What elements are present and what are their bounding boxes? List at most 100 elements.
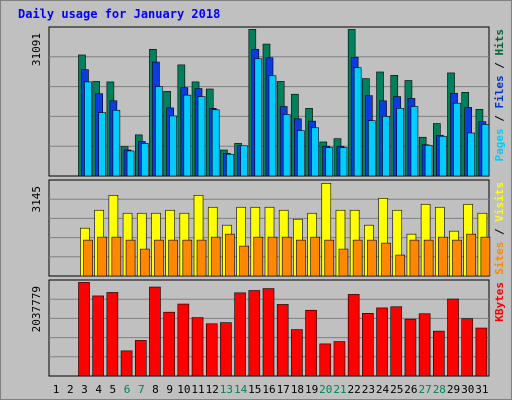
x-tick-label: 6 [124,383,131,396]
bar-sites-day-20 [324,239,335,277]
x-tick-label: 13 [220,383,233,396]
bar-kbytes-day-28 [433,330,445,377]
bar-pages-day-7 [140,143,149,177]
bar-pages-day-5 [112,109,121,177]
bar-sites-day-4 [97,236,107,277]
panel-bottom-max-label: 2037779 [30,286,43,332]
bar-kbytes-day-15 [248,290,261,377]
x-tick-label: 19 [305,383,318,396]
x-tick-label: 15 [248,383,261,396]
bar-kbytes-day-17 [276,304,289,377]
bar-sites-day-5 [111,236,122,277]
x-tick-label: 29 [447,383,460,396]
bar-pages-day-6 [126,150,135,177]
bar-sites-day-29 [452,239,462,277]
bar-sites-day-17 [281,236,292,277]
bar-pages-day-28 [439,135,447,177]
x-tick-label: 24 [376,383,390,396]
bar-sites-day-7 [139,248,150,277]
bar-pages-day-8 [155,86,163,177]
bar-kbytes-day-7 [134,340,147,377]
x-axis-labels: 1 2 3 4 5 6 7 8 9 10 11 12 13 14 15 16 17 18 19 20 21 22 23 24 2… [53,383,489,396]
panel-top: 31091 Pages / Files / Hits [30,26,506,177]
panel-middle: 3145 Sites / Visits [30,179,506,277]
bar-pages-day-16 [268,75,277,177]
chart-title: Daily usage for January 2018 [18,7,220,21]
bar-kbytes-day-23 [362,313,374,377]
bar-kbytes-day-8 [149,286,161,377]
bar-pages-day-11 [197,96,206,177]
bar-pages-day-14 [240,145,248,177]
panel-bottom: 2037779 KBytes [30,279,506,377]
bar-kbytes-day-3 [78,282,90,377]
bar-kbytes-day-25 [390,306,403,377]
bar-sites-day-13 [225,233,235,277]
legend-sites: Sites [493,242,506,275]
bar-sites-day-19 [310,236,320,277]
x-tick-label: 27 [419,383,432,396]
bar-kbytes-day-14 [234,292,246,377]
bar-sites-day-9 [168,239,178,277]
x-tick-label: 8 [152,383,159,396]
bar-kbytes-day-27 [418,313,431,377]
legend-files: Files [493,75,506,108]
panel-middle-legend: Sites / Visits [493,182,506,275]
legend-kbytes: KBytes [493,282,506,322]
bar-pages-day-21 [339,147,348,177]
bar-pages-day-9 [169,115,177,177]
bar-kbytes-day-6 [120,350,133,377]
bar-sites-day-24 [381,242,391,277]
x-tick-label: 3 [81,383,88,396]
bar-sites-day-15 [253,236,264,277]
bar-sites-day-23 [367,239,377,277]
bar-kbytes-day-22 [347,294,360,377]
bar-pages-day-30 [467,132,476,177]
bar-kbytes-day-31 [475,327,488,377]
x-tick-label: 5 [110,383,117,396]
bar-kbytes-day-20 [319,343,332,377]
x-tick-label: 12 [206,383,219,396]
bar-sites-day-27 [423,239,434,277]
bar-pages-day-17 [282,114,291,177]
panel-bottom-legend: KBytes [493,282,506,322]
bar-sites-day-14 [239,245,249,277]
bar-sites-day-12 [210,236,221,277]
bar-sites-day-22 [352,239,363,277]
bar-pages-day-3 [84,81,92,177]
bar-sites-day-30 [466,233,477,277]
panel-top-legend: Pages / Files / Hits [493,29,506,162]
bar-sites-day-18 [296,239,306,277]
bar-kbytes-day-16 [262,288,275,377]
bar-sites-day-28 [438,236,448,277]
panel-top-max-label: 31091 [30,33,43,66]
legend-visits: Visits [493,182,506,222]
bar-pages-day-12 [211,109,220,177]
bar-pages-day-29 [453,102,461,177]
bar-kbytes-day-13 [220,322,232,377]
panel-middle-max-label: 3145 [30,186,43,213]
bar-pages-day-26 [410,106,419,177]
bar-pages-day-13 [226,153,234,177]
x-tick-label: 14 [234,383,248,396]
x-tick-label: 11 [191,383,204,396]
bar-pages-day-19 [311,127,319,177]
bar-pages-day-10 [183,94,192,177]
x-tick-label: 25 [390,383,403,396]
bar-pages-day-4 [98,112,106,177]
x-tick-label: 7 [138,383,145,396]
bar-pages-day-22 [353,67,362,177]
bar-kbytes-day-5 [106,292,119,377]
bar-kbytes-day-11 [191,317,204,377]
bar-sites-day-6 [125,239,136,277]
x-tick-label: 22 [348,383,361,396]
bar-sites-day-3 [83,239,93,277]
bar-pages-day-31 [481,124,490,177]
x-tick-label: 17 [277,383,290,396]
bar-kbytes-day-21 [333,341,346,377]
bar-pages-day-24 [382,116,390,177]
bar-kbytes-day-24 [376,307,388,377]
bar-kbytes-day-4 [92,295,104,377]
bar-kbytes-day-30 [461,318,474,377]
x-tick-label: 9 [166,383,173,396]
